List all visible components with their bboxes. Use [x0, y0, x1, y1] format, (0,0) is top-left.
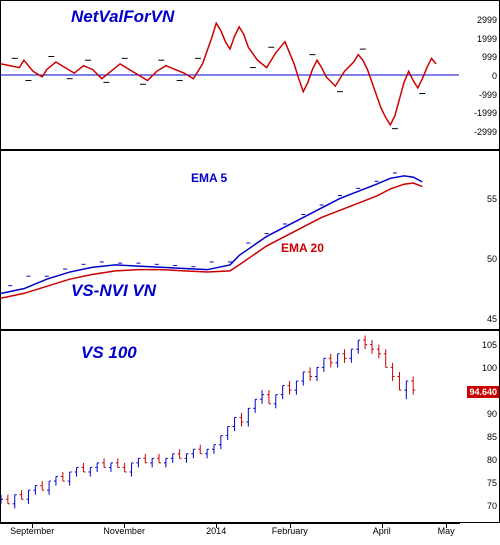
y-tick-label: 100: [482, 363, 497, 373]
panel-vs-100: VS 100 10510095908580757094.640: [0, 330, 500, 523]
y-tick-label: 2999: [477, 15, 497, 25]
y-tick-label: -1999: [474, 108, 497, 118]
y-tick-label: 75: [487, 478, 497, 488]
x-tick-label: February: [272, 526, 308, 536]
panel3-y-axis: 10510095908580757094.640: [459, 331, 499, 522]
y-tick-label: 45: [487, 314, 497, 324]
x-tick-label: 2014: [206, 526, 226, 536]
panel1-plot-area: NetValForVN: [1, 1, 459, 149]
panel2-label-ema5: EMA 5: [191, 171, 227, 185]
panel-netvalforvn: NetValForVN 299919999990-999-1999-2999 […: [0, 0, 500, 150]
panel1-y-axis: 2999 1999 999 0 -999 -1999 -2999: [459, 1, 499, 149]
y-tick-label: 1999: [477, 34, 497, 44]
y-tick-label: 0: [492, 71, 497, 81]
panel2-title: VS-NVI VN: [71, 281, 156, 301]
y-tick-label: 90: [487, 409, 497, 419]
current-price-badge: 94.640: [467, 386, 499, 398]
x-tick-label: April: [373, 526, 391, 536]
x-tick-label: May: [438, 526, 455, 536]
chart-container: NetValForVN 299919999990-999-1999-2999 […: [0, 0, 500, 545]
x-tick-label: September: [10, 526, 54, 536]
panel3-plot-area: VS 100: [1, 331, 459, 522]
y-tick-label: 85: [487, 432, 497, 442]
y-tick-label: 999: [482, 52, 497, 62]
y-tick-label: -999: [479, 90, 497, 100]
panel2-plot-area: VS-NVI VN EMA 5 EMA 20: [1, 151, 459, 329]
panel1-title: NetValForVN: [71, 7, 174, 27]
panel3-title: VS 100: [81, 343, 137, 363]
y-tick-label: -2999: [474, 127, 497, 137]
panel2-y-axis: 55 50 45: [459, 151, 499, 329]
y-tick-label: 55: [487, 194, 497, 204]
y-tick-label: 70: [487, 501, 497, 511]
panel2-label-ema20: EMA 20: [281, 241, 324, 255]
panel-vs-nvi-vn: VS-NVI VN EMA 5 EMA 20 55 50 45: [0, 150, 500, 330]
shared-x-axis: September November 2014 February April May: [0, 523, 460, 543]
x-tick-label: November: [103, 526, 145, 536]
y-tick-label: 50: [487, 254, 497, 264]
y-tick-label: 105: [482, 340, 497, 350]
y-tick-label: 80: [487, 455, 497, 465]
